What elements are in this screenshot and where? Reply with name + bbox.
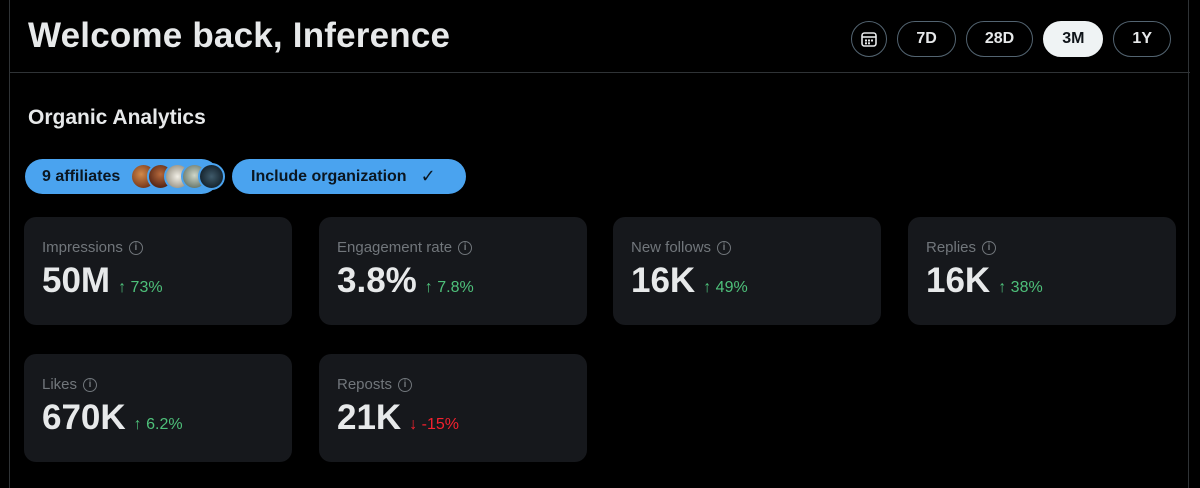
info-icon[interactable]: i: [717, 240, 732, 255]
metric-label-text: Replies: [926, 239, 977, 256]
checkmark-icon: ✓: [420, 166, 436, 186]
metric-value-row: 50M ↑ 73%: [42, 261, 163, 301]
info-icon[interactable]: i: [398, 377, 413, 392]
metric-label: Reposts i: [337, 376, 413, 393]
metric-value: 3.8%: [337, 261, 417, 300]
metric-label-text: Impressions: [42, 239, 123, 256]
metric-label-text: Reposts: [337, 376, 393, 393]
metric-delta: ↑ 73%: [118, 279, 163, 296]
range-28d-button[interactable]: 28D: [965, 21, 1034, 57]
metric-value: 21K: [337, 398, 402, 437]
analytics-panel: Welcome back, Inference 7D 28D 3M 1Y Org…: [9, 0, 1190, 488]
metric-card-likes[interactable]: Likes i 670K ↑ 6.2%: [24, 354, 292, 462]
metric-card-reposts[interactable]: Reposts i 21K ↓ -15%: [319, 354, 587, 462]
metric-value: 670K: [42, 398, 126, 437]
metric-card-impressions[interactable]: Impressions i 50M ↑ 73%: [24, 217, 292, 325]
page-title: Welcome back, Inference: [28, 16, 451, 55]
avatar: [198, 163, 226, 190]
metric-delta: ↑ 7.8%: [424, 279, 474, 296]
metric-label: Replies i: [926, 239, 997, 256]
metric-delta: ↑ 38%: [998, 279, 1043, 296]
metric-card-new-follows[interactable]: New follows i 16K ↑ 49%: [613, 217, 881, 325]
metric-card-replies[interactable]: Replies i 16K ↑ 38%: [908, 217, 1176, 325]
metric-label: Engagement rate i: [337, 239, 473, 256]
affiliates-filter-button[interactable]: 9 affiliates: [25, 159, 226, 194]
metric-value: 16K: [631, 261, 696, 300]
section-title: Organic Analytics: [28, 106, 206, 129]
date-range-selector: 7D 28D 3M 1Y: [851, 21, 1171, 57]
affiliate-avatars: [130, 163, 226, 190]
metric-value-row: 16K ↑ 38%: [926, 261, 1043, 301]
include-organization-label: Include organization: [251, 167, 407, 185]
metric-value-row: 21K ↓ -15%: [337, 398, 459, 438]
range-3m-button[interactable]: 3M: [1043, 21, 1104, 57]
metric-label-text: Likes: [42, 376, 78, 393]
metric-label: Likes i: [42, 376, 98, 393]
info-icon[interactable]: i: [458, 240, 473, 255]
header: Welcome back, Inference 7D 28D 3M 1Y: [10, 0, 1190, 73]
affiliates-label: 9 affiliates: [42, 167, 121, 185]
calendar-button[interactable]: [851, 21, 888, 57]
metric-label-text: New follows: [631, 239, 712, 256]
metric-delta: ↑ 6.2%: [133, 416, 183, 433]
include-organization-toggle[interactable]: Include organization ✓: [232, 159, 466, 194]
metric-delta: ↓ -15%: [409, 416, 460, 433]
metric-label: New follows i: [631, 239, 732, 256]
metric-value-row: 670K ↑ 6.2%: [42, 398, 183, 438]
metric-card-engagement-rate[interactable]: Engagement rate i 3.8% ↑ 7.8%: [319, 217, 587, 325]
metric-value-row: 3.8% ↑ 7.8%: [337, 261, 474, 301]
info-icon[interactable]: i: [83, 377, 98, 392]
info-icon[interactable]: i: [128, 240, 143, 255]
range-1y-button[interactable]: 1Y: [1113, 21, 1171, 57]
metric-label: Impressions i: [42, 239, 143, 256]
info-icon[interactable]: i: [982, 240, 997, 255]
range-7d-button[interactable]: 7D: [897, 21, 956, 57]
metric-value-row: 16K ↑ 49%: [631, 261, 748, 301]
metric-value: 16K: [926, 261, 991, 300]
metric-delta: ↑ 49%: [703, 279, 748, 296]
calendar-icon: [861, 32, 878, 47]
metric-label-text: Engagement rate: [337, 239, 453, 256]
metric-value: 50M: [42, 261, 111, 300]
